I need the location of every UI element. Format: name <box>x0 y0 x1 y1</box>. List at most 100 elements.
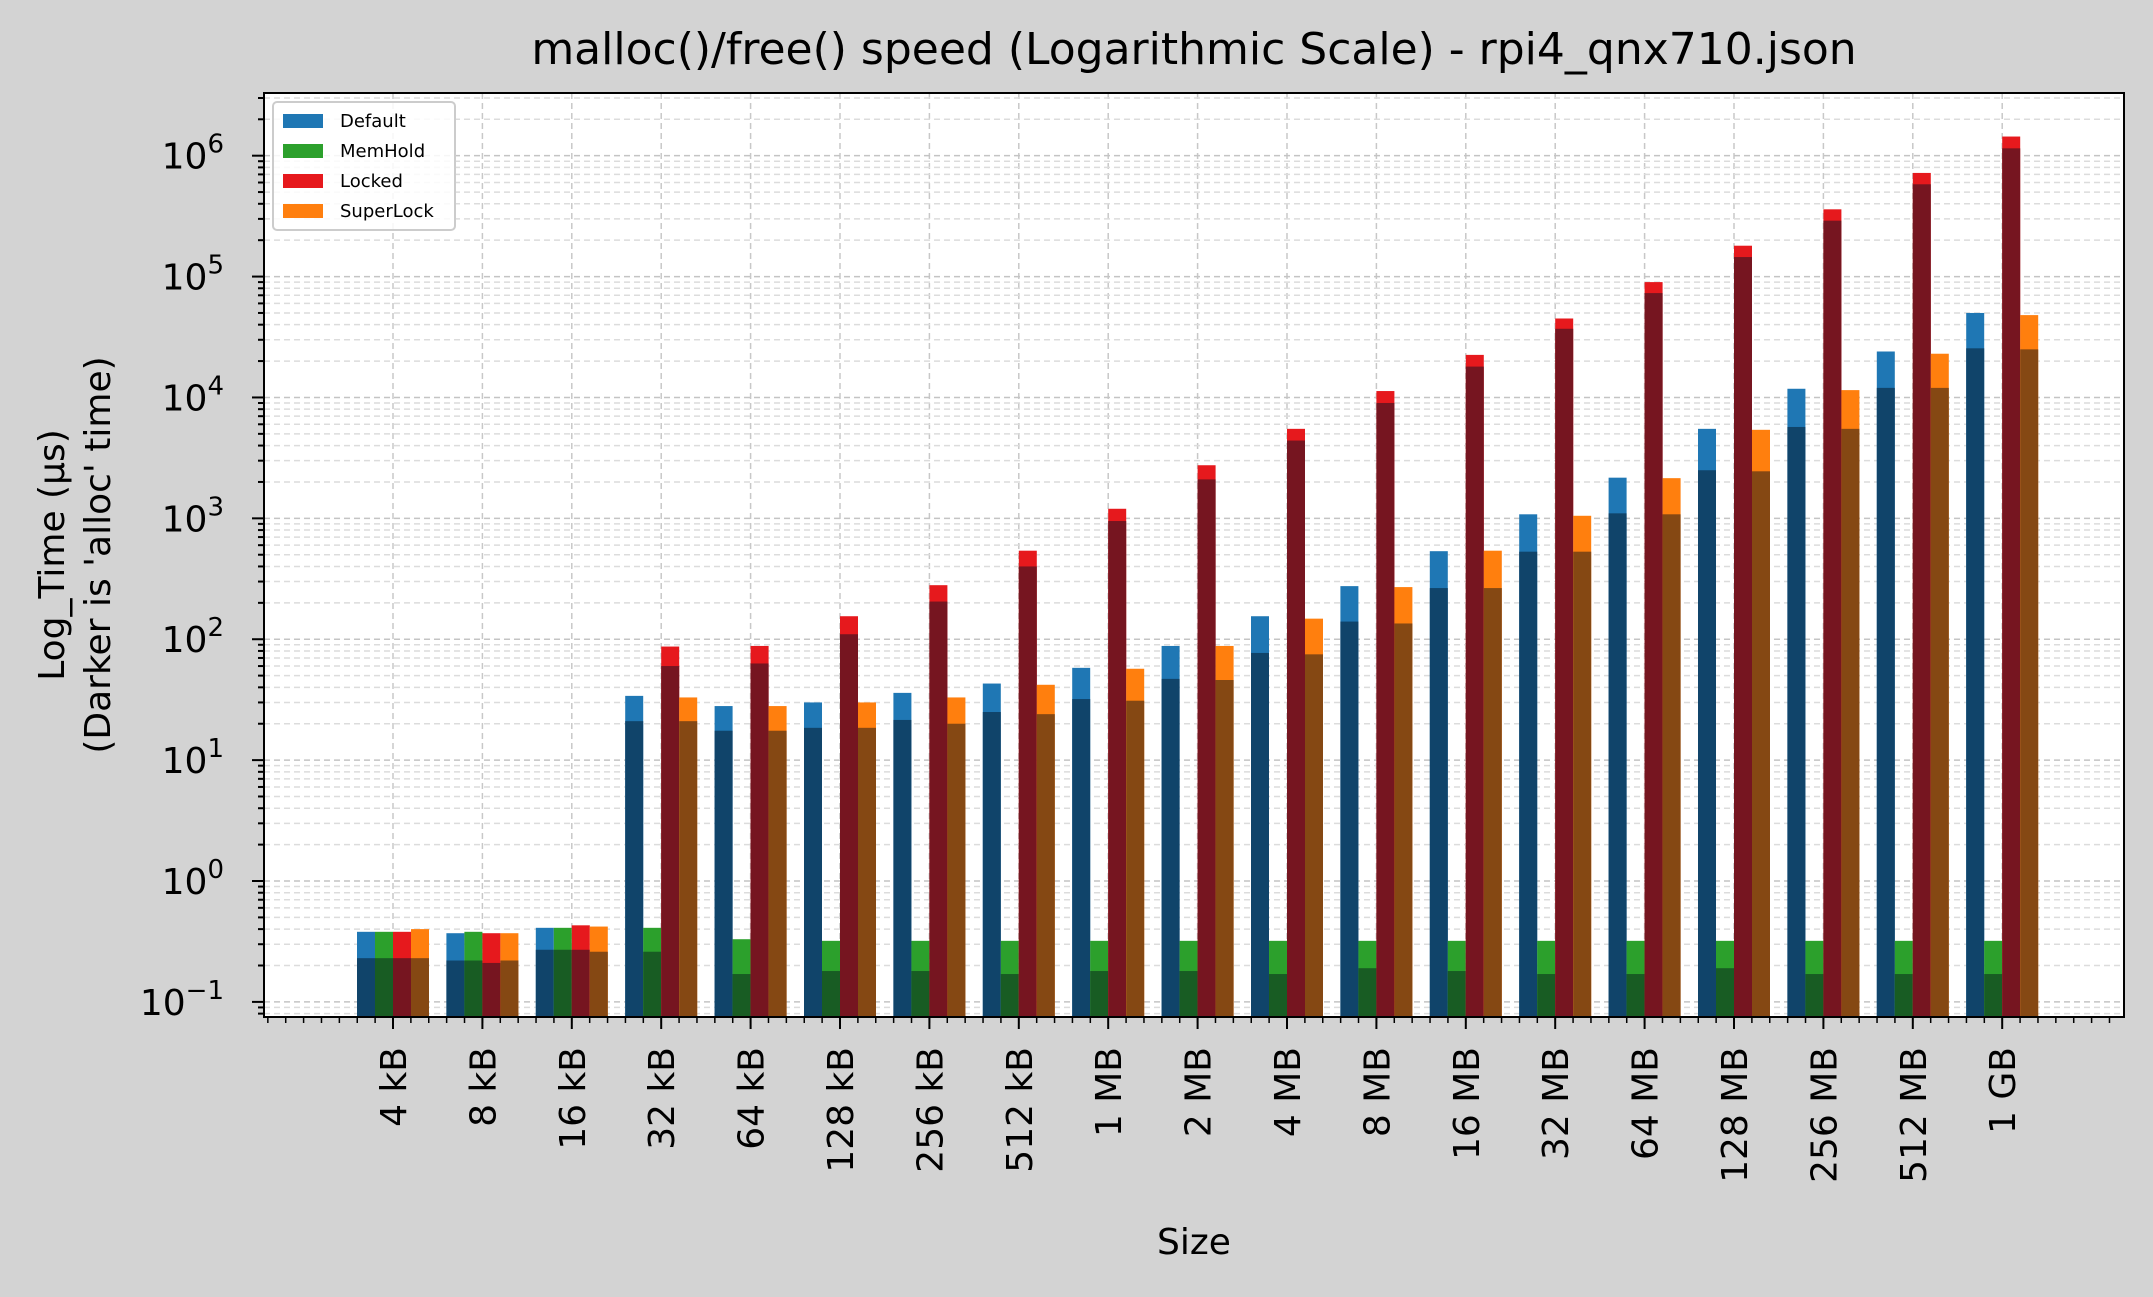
x-tick-label: 8 MB <box>1357 1047 1398 1137</box>
bar-alloc-memhold <box>1626 974 1645 1017</box>
bar-alloc-superlock <box>1483 588 1502 1017</box>
bar-alloc-memhold <box>464 960 483 1017</box>
bar-alloc-memhold <box>911 971 930 1017</box>
bar-alloc-memhold <box>1179 971 1198 1017</box>
bar-alloc-superlock <box>947 723 966 1017</box>
bar-alloc-default <box>357 958 375 1017</box>
bar-alloc-superlock <box>1930 387 1949 1017</box>
bar-alloc-memhold <box>1716 968 1734 1017</box>
bar-alloc-superlock <box>1662 514 1681 1017</box>
bar-alloc-locked <box>1108 521 1127 1017</box>
bar-alloc-memhold <box>1805 974 1824 1017</box>
bar-alloc-locked <box>1644 293 1663 1017</box>
bar-alloc-locked <box>2002 148 2021 1018</box>
x-tick-label: 64 kB <box>732 1047 773 1150</box>
legend-swatch <box>283 114 323 128</box>
bar-alloc-superlock <box>1573 551 1592 1017</box>
bar-alloc-superlock <box>679 721 698 1017</box>
x-tick-label: 4 MB <box>1268 1047 1309 1137</box>
x-tick-label: 32 MB <box>1536 1047 1577 1160</box>
bar-alloc-memhold <box>1269 974 1287 1017</box>
legend-swatch <box>283 174 323 188</box>
bar-alloc-memhold <box>822 971 840 1017</box>
x-tick-label: 256 kB <box>910 1047 951 1173</box>
bar-alloc-default <box>893 719 912 1017</box>
bar-alloc-default <box>535 949 554 1017</box>
x-tick-label: 64 MB <box>1626 1047 1667 1160</box>
legend-label: MemHold <box>340 141 425 162</box>
x-tick-label: 1 MB <box>1089 1047 1130 1137</box>
x-tick-label: 16 MB <box>1447 1047 1488 1160</box>
bar-alloc-superlock <box>1305 654 1323 1017</box>
bar-alloc-memhold <box>1984 974 2003 1017</box>
bar-alloc-superlock <box>1215 680 1234 1017</box>
bar-alloc-locked <box>840 634 858 1017</box>
bar-alloc-locked <box>750 663 769 1017</box>
bar-alloc-superlock <box>1126 700 1145 1017</box>
bar-alloc-default <box>1251 652 1269 1017</box>
bar-alloc-superlock <box>2020 349 2039 1018</box>
bar-alloc-default <box>1787 426 1806 1017</box>
x-tick-label: 8 kB <box>463 1047 504 1127</box>
legend-swatch <box>283 144 323 158</box>
bar-alloc-default <box>1966 348 1985 1018</box>
bar-alloc-memhold <box>1894 974 1913 1017</box>
legend-box <box>272 101 456 231</box>
legend-label: Default <box>340 111 406 132</box>
bar-alloc-locked <box>1018 566 1037 1017</box>
bar-alloc-default <box>625 721 644 1017</box>
bar-alloc-superlock <box>500 960 519 1017</box>
bar-alloc-locked <box>1197 479 1216 1017</box>
legend-swatch <box>283 204 323 218</box>
y-tick-label: 100 <box>162 855 224 903</box>
axis-labels: malloc()/free() speed (Logarithmic Scale… <box>32 24 1857 1263</box>
bar-alloc-locked <box>482 962 501 1017</box>
bar-alloc-superlock <box>589 951 608 1017</box>
bar-alloc-superlock <box>858 727 876 1017</box>
bar-alloc-default <box>714 730 733 1017</box>
bar-alloc-superlock <box>1394 623 1413 1017</box>
bar-alloc-default <box>982 712 1001 1017</box>
bar-alloc-memhold <box>1000 974 1019 1017</box>
x-tick-label: 32 kB <box>642 1047 683 1150</box>
legend-label: SuperLock <box>340 201 434 222</box>
bar-alloc-memhold <box>1537 974 1556 1017</box>
y-axis-label-line-1: Log_Time (µs) <box>32 429 73 681</box>
legend: Default MemHold Locked SuperLock <box>272 101 456 231</box>
bar-alloc-memhold <box>553 949 572 1017</box>
y-tick-label: 103 <box>162 492 224 540</box>
chart-title: malloc()/free() speed (Logarithmic Scale… <box>531 24 1856 75</box>
bar-alloc-default <box>1876 387 1895 1017</box>
y-tick-label: 106 <box>162 130 224 178</box>
bar-alloc-default <box>1072 699 1091 1017</box>
bar-alloc-default <box>446 960 465 1017</box>
bar-alloc-superlock <box>1036 714 1055 1017</box>
bar-alloc-default <box>804 727 822 1017</box>
bar-alloc-memhold <box>1358 968 1377 1017</box>
bar-alloc-locked <box>1555 328 1574 1017</box>
legend-label: Locked <box>340 171 403 192</box>
y-axis-label-line-2: (Darker is 'alloc' time) <box>78 356 119 753</box>
bar-alloc-default <box>1340 621 1359 1017</box>
bar-alloc-locked <box>929 601 948 1017</box>
x-tick-label: 128 kB <box>821 1047 862 1173</box>
bar-alloc-default <box>1429 588 1448 1017</box>
bar-alloc-locked <box>1287 440 1305 1017</box>
x-axis-label: Size <box>1157 1222 1231 1263</box>
x-tick-label: 4 kB <box>374 1047 415 1127</box>
x-tick-label: 128 MB <box>1715 1047 1756 1183</box>
bar-alloc-memhold <box>643 951 662 1017</box>
y-tick-label: 105 <box>162 251 224 299</box>
bar-alloc-default <box>1519 551 1538 1017</box>
x-tick-label: 2 MB <box>1179 1047 1220 1137</box>
y-tick-label: 102 <box>162 613 224 661</box>
bar-alloc-default <box>1608 513 1627 1017</box>
bar-alloc-locked <box>661 666 680 1017</box>
x-tick-label: 16 kB <box>553 1047 594 1150</box>
bar-alloc-locked <box>571 949 590 1017</box>
y-tick-label: 101 <box>162 734 224 782</box>
bar-alloc-locked <box>1376 402 1395 1017</box>
bar-alloc-superlock <box>1841 428 1860 1018</box>
bar-alloc-superlock <box>411 958 429 1017</box>
